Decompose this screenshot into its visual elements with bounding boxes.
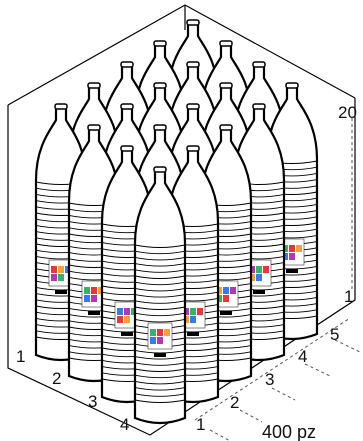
right-axis-label-4: 4: [298, 347, 307, 366]
depth-dim-line: [194, 317, 351, 421]
dim-tick-3: [271, 387, 296, 401]
right-axis-label-1: 1: [196, 415, 205, 434]
dim-tick-5: [334, 339, 361, 353]
dim-tick-1: [209, 429, 231, 441]
box-outline-front: [7, 98, 356, 436]
height-label: 20: [338, 103, 357, 122]
right-axis-label-3: 3: [265, 370, 274, 389]
right-axis-label-2: 2: [230, 393, 239, 412]
dim-tick-4: [304, 363, 331, 377]
bottle-stack: [34, 19, 319, 425]
left-axis-label-2: 2: [52, 369, 61, 388]
bottle: [133, 166, 187, 425]
left-axis-label-1: 1: [16, 347, 25, 366]
container-box: [7, 4, 356, 436]
left-axis-label-3: 3: [88, 392, 97, 411]
right-axis-label-5: 5: [330, 325, 339, 344]
left-axis-label-4: 4: [120, 415, 129, 434]
dimension-lines: [194, 118, 361, 441]
dim-tick-2: [239, 409, 263, 423]
total-quantity-label: 400 pz: [262, 422, 316, 441]
axis-labels: 20 1 1 2 3 4 1 2 3 4 5 400 pz: [16, 103, 357, 441]
height-bottom-label: 1: [344, 287, 353, 306]
